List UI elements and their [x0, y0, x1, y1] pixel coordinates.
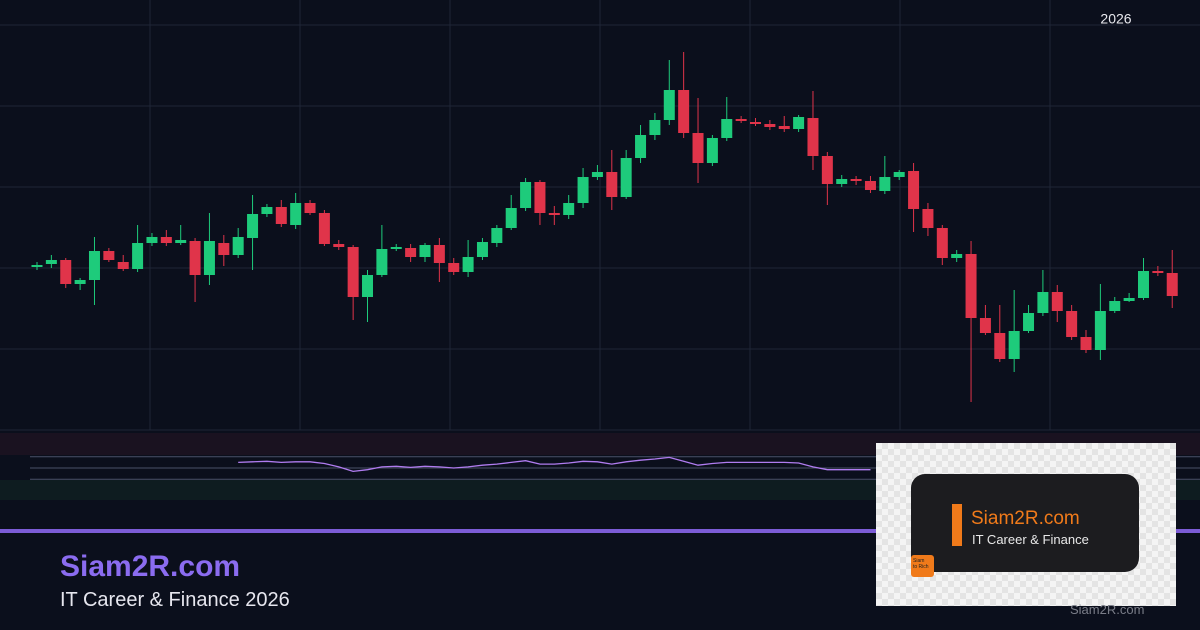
candle-body — [1066, 311, 1078, 337]
candle-body — [1166, 273, 1178, 296]
candle-body — [936, 228, 948, 258]
candle-body — [735, 119, 747, 121]
candle-body — [879, 177, 891, 191]
badge-line: Siam — [913, 558, 925, 564]
candle-body — [534, 182, 546, 213]
candle-body — [290, 203, 302, 225]
candle-body — [649, 120, 661, 135]
candle-body — [1094, 311, 1106, 350]
candle-body — [548, 213, 560, 215]
divider — [0, 529, 1200, 533]
vertical-grid — [149, 0, 1051, 430]
candle-body — [333, 244, 345, 247]
candle-body — [706, 138, 718, 163]
candle-body — [721, 119, 733, 138]
candle-body — [864, 181, 876, 190]
candle-body — [620, 158, 632, 197]
watermark: Siam2R.com — [1070, 602, 1145, 617]
candle-body — [491, 228, 503, 243]
year-annotation: 2026 — [1100, 11, 1131, 27]
candle-body — [261, 207, 273, 214]
candle-body — [31, 265, 43, 267]
candle-body — [591, 172, 603, 177]
brand-title: Siam2R.com — [60, 550, 241, 583]
candle-body — [793, 117, 805, 129]
candle-body — [74, 280, 86, 284]
candle-body — [390, 247, 402, 249]
candle-body — [347, 247, 359, 297]
candle-body — [103, 251, 115, 260]
candle-body — [606, 172, 618, 197]
candle-body — [462, 257, 474, 272]
logo-card: Siam2R.com IT Career & Finance — [911, 474, 1139, 572]
logo-subtitle: IT Career & Finance — [972, 532, 1089, 547]
candle-body — [419, 245, 431, 257]
candle-body — [893, 172, 905, 177]
candle-body — [678, 90, 690, 133]
candle-body — [563, 203, 575, 215]
candle-body — [663, 90, 675, 120]
indicator-line — [238, 456, 871, 473]
candle-body — [821, 156, 833, 184]
candle-body — [750, 122, 761, 124]
candle-body — [635, 135, 647, 158]
candle-body — [304, 203, 316, 213]
logo-badge: Siam to Rich — [911, 555, 934, 577]
candle-body — [908, 171, 920, 209]
candle-body — [376, 249, 388, 275]
candle-body — [922, 209, 934, 228]
candle-body — [1023, 313, 1035, 331]
candle-body — [146, 237, 158, 243]
candle-body — [1008, 331, 1020, 359]
candle-body — [951, 254, 963, 258]
candle-body — [275, 207, 287, 224]
candle-body — [1080, 337, 1092, 350]
candle-body — [218, 243, 230, 255]
candle-body — [318, 213, 330, 244]
candle-body — [764, 124, 776, 127]
candle-body — [692, 133, 704, 163]
candle-body — [505, 208, 517, 228]
candle-body — [1051, 292, 1063, 311]
candle-body — [232, 237, 244, 255]
candle-body — [807, 118, 819, 156]
candle-body — [520, 182, 532, 208]
candle-body — [405, 248, 417, 257]
candle-body — [836, 179, 848, 184]
candle-body — [577, 177, 589, 203]
candle-body — [1123, 298, 1135, 301]
logo: Siam2R.com IT Career & Finance Siam to R… — [876, 443, 1176, 606]
candle-body — [117, 262, 129, 269]
candle-body — [189, 241, 201, 275]
candle-body — [1152, 271, 1164, 273]
brand-subtitle: IT Career & Finance 2026 — [60, 589, 290, 611]
candle-body — [60, 260, 72, 284]
candle-body — [203, 241, 215, 275]
logo-bar — [952, 504, 962, 546]
badge-line: to Rich — [913, 564, 929, 570]
candle-body — [850, 179, 862, 181]
candle-body — [132, 243, 144, 269]
candle-body — [362, 275, 374, 297]
candle-body — [1037, 292, 1049, 313]
candle-body — [448, 263, 460, 272]
candle-body — [979, 318, 991, 333]
candle-body — [965, 254, 977, 318]
candle-body — [247, 214, 259, 238]
candle-body — [778, 126, 790, 129]
candle-body — [175, 240, 187, 243]
candle-body — [1109, 301, 1121, 311]
candle-body — [433, 245, 445, 263]
logo-title: Siam2R.com — [971, 508, 1080, 529]
candle-body — [994, 333, 1006, 359]
candle-body — [1137, 271, 1149, 298]
candle-body — [45, 260, 57, 264]
candle-body — [160, 237, 172, 243]
candle-body — [88, 251, 100, 280]
candle-body — [476, 242, 488, 257]
